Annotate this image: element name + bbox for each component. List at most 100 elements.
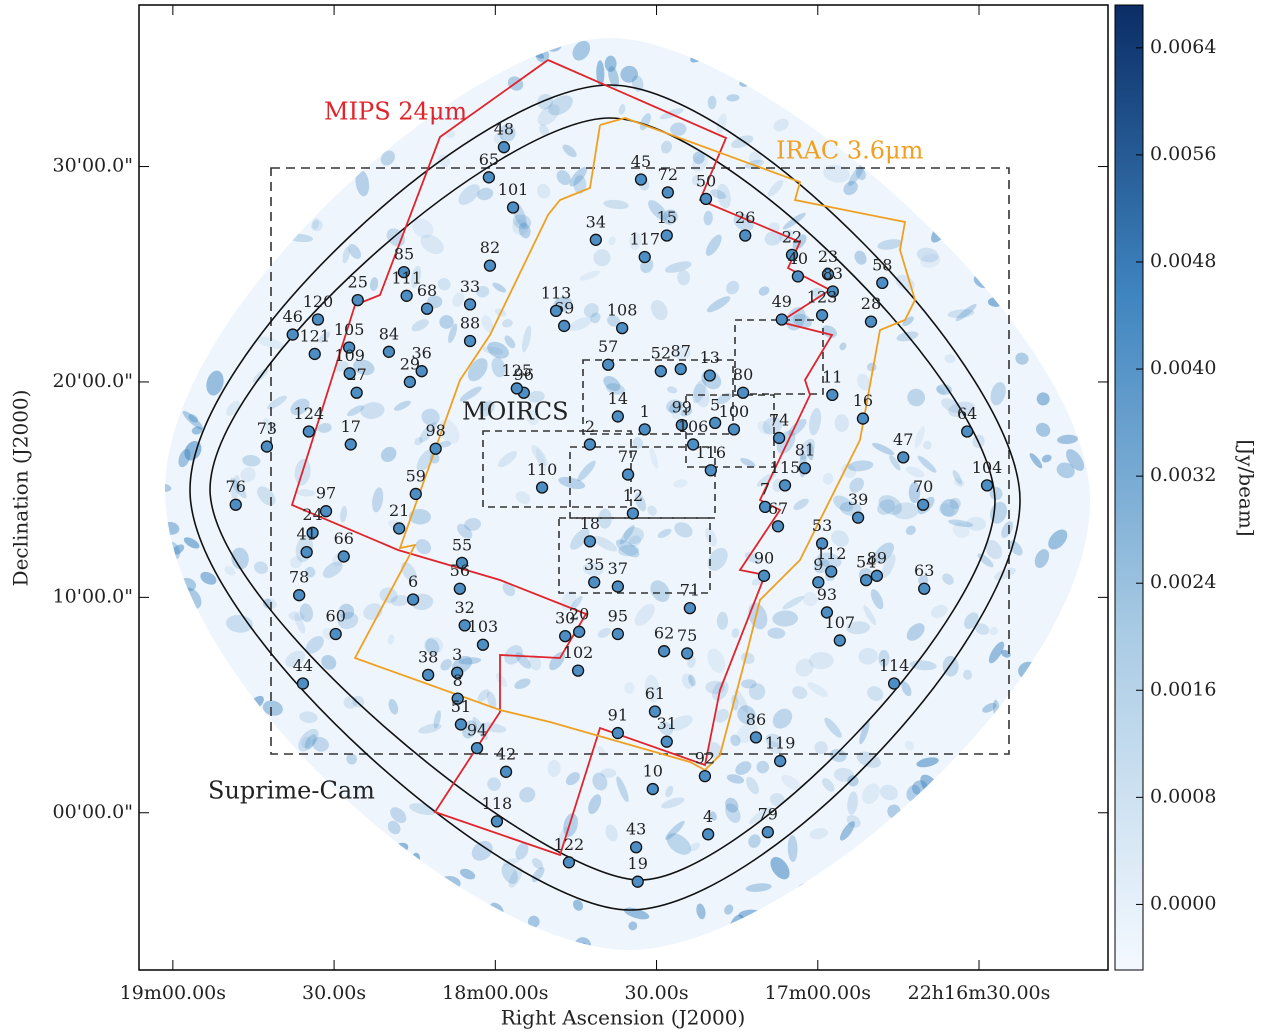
noise-blob <box>691 175 702 186</box>
noise-blob <box>974 145 990 161</box>
source-label: 54 <box>856 553 876 572</box>
noise-blob <box>437 154 451 168</box>
noise-blob <box>918 575 929 586</box>
source-label: 85 <box>394 245 414 264</box>
source <box>683 601 697 615</box>
noise-blob <box>635 492 646 512</box>
noise-blob <box>952 522 970 538</box>
noise-blob <box>673 479 688 488</box>
noise-blob <box>352 695 365 708</box>
noise-blob <box>484 911 499 936</box>
noise-blob <box>458 657 482 665</box>
source-label: 18 <box>580 514 600 533</box>
noise-blob <box>930 604 948 619</box>
noise-blob <box>1028 38 1041 44</box>
noise-blob <box>252 947 270 950</box>
noise-blob <box>387 634 395 645</box>
noise-blob <box>725 803 741 823</box>
noise-blob <box>916 757 939 768</box>
noise-blob <box>703 210 713 226</box>
noise-blob <box>1010 817 1025 833</box>
noise-blob <box>892 502 919 520</box>
source <box>629 841 643 854</box>
noise-blob <box>353 359 375 376</box>
contour <box>189 84 1021 911</box>
noise-blob <box>596 60 605 87</box>
source <box>798 461 812 475</box>
source <box>761 825 774 839</box>
x-tick-label: 17m00.00s <box>765 982 871 1004</box>
noise-blob <box>793 313 812 329</box>
noise-blob <box>504 335 516 349</box>
noise-blob <box>408 509 432 525</box>
source <box>699 192 713 206</box>
noise-blob <box>569 167 587 187</box>
noise-blob <box>579 270 601 281</box>
noise-blob <box>966 517 987 531</box>
noise-blob <box>988 641 1005 664</box>
noise-blob <box>907 388 926 407</box>
noise-blob <box>682 38 695 42</box>
noise-blob <box>509 927 521 937</box>
noise-blob <box>318 331 331 343</box>
source <box>300 545 313 559</box>
source <box>506 201 520 214</box>
noise-blob <box>814 933 834 950</box>
source-label: 68 <box>417 281 437 300</box>
noise-blob <box>195 264 212 281</box>
source <box>458 619 471 632</box>
noise-blob <box>294 613 306 634</box>
noise-blob <box>441 71 458 92</box>
noise-blob <box>807 99 819 108</box>
noise-blob <box>262 700 283 716</box>
noise-blob <box>997 744 1007 761</box>
noise-blob <box>256 336 284 349</box>
source <box>382 345 396 358</box>
noise-blob <box>906 623 925 641</box>
noise-blob <box>905 525 916 536</box>
source-label: 46 <box>283 307 303 326</box>
source-label: 113 <box>541 283 572 302</box>
noise-blob <box>479 400 495 417</box>
source-label: 74 <box>769 410 789 429</box>
source-label: 100 <box>719 402 750 421</box>
noise-blob <box>337 895 349 910</box>
noise-blob <box>290 398 310 416</box>
noise-blob <box>471 841 493 861</box>
source-label: 90 <box>754 548 774 567</box>
noise-blob <box>886 27 896 37</box>
noise-blob <box>617 544 640 557</box>
noise-blob <box>620 65 639 83</box>
noise-blob <box>952 197 971 216</box>
noise-blob <box>905 466 925 478</box>
source <box>400 289 413 302</box>
noise-blob <box>188 414 199 423</box>
source-label: 63 <box>914 561 934 580</box>
noise-blob <box>570 595 583 611</box>
source <box>497 141 511 154</box>
mips-footprint <box>290 59 834 857</box>
noise-blob <box>1034 121 1048 134</box>
noise-blob <box>404 908 421 928</box>
noise-blob <box>233 119 249 142</box>
noise-blob <box>320 823 345 840</box>
y-tick-label: 00'00.0" <box>53 801 133 823</box>
colorbar-tick-label: 0.0048 <box>1150 250 1216 272</box>
noise-blob <box>314 805 330 831</box>
source-label: 78 <box>289 568 309 587</box>
source <box>350 386 363 399</box>
noise-blob <box>578 943 587 950</box>
noise-blob <box>200 287 219 306</box>
source-label: 28 <box>861 294 881 313</box>
noise-blob <box>321 654 337 670</box>
noise-blob <box>911 860 927 877</box>
noise-blob <box>369 277 379 292</box>
noise-blob <box>660 949 680 969</box>
source-label: 73 <box>257 419 277 438</box>
source-label: 14 <box>608 389 628 408</box>
source <box>421 668 435 682</box>
source-label: 50 <box>696 171 716 190</box>
noise-blob <box>512 214 532 230</box>
noise-blob <box>674 346 691 361</box>
source <box>749 731 763 744</box>
